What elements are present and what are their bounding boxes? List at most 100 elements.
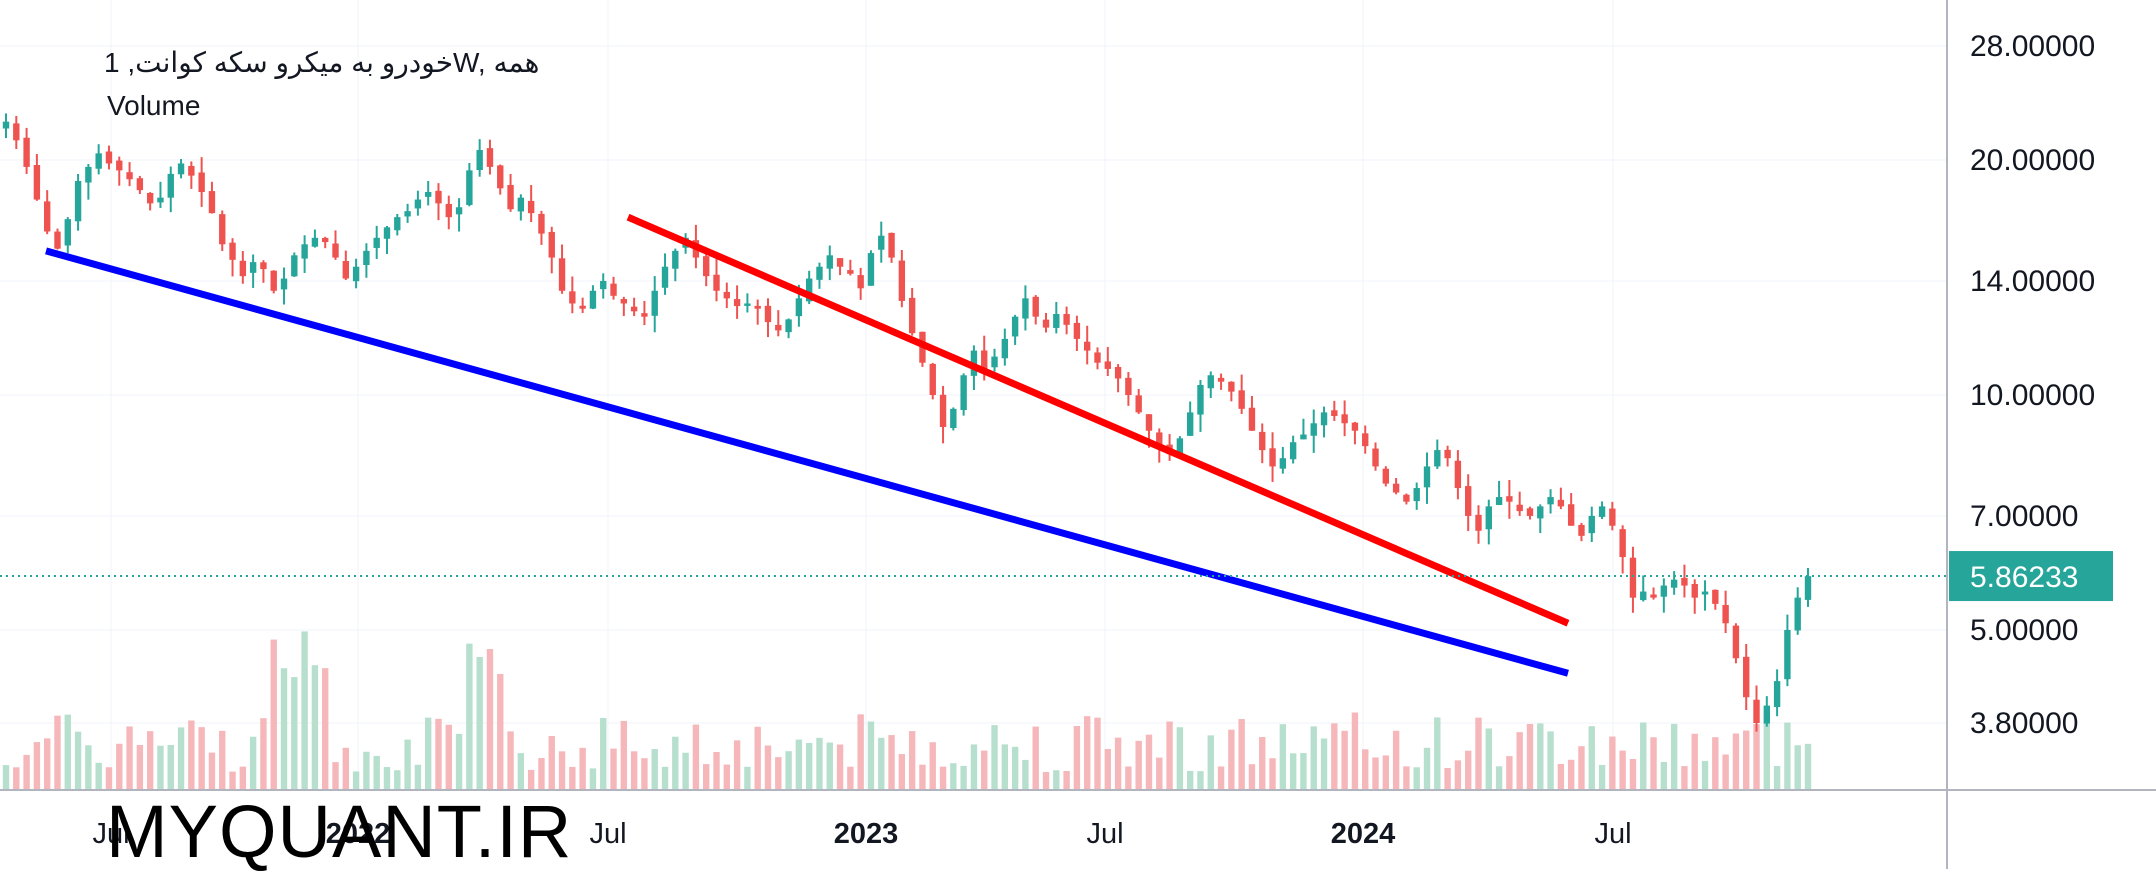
candle-body xyxy=(291,255,298,277)
candle-body xyxy=(733,299,741,307)
volume-bar xyxy=(54,715,61,790)
candle-body xyxy=(2,121,10,129)
volume-bar xyxy=(23,754,30,790)
volume-bar xyxy=(1732,733,1740,790)
candle-body xyxy=(1392,483,1400,493)
candle-body xyxy=(1701,591,1709,595)
candle-body xyxy=(1660,585,1668,597)
candle-body xyxy=(1557,499,1565,507)
volume-bar xyxy=(1351,712,1359,790)
candle-body xyxy=(579,305,586,309)
volume-bar xyxy=(682,752,689,790)
volume-bar xyxy=(404,739,411,790)
price-tick-label: 14.00000 xyxy=(1970,265,2095,298)
candle-body xyxy=(558,258,566,291)
candle-body xyxy=(64,219,71,246)
candle-body xyxy=(363,250,370,266)
candle-body xyxy=(527,200,535,214)
volume-bar xyxy=(1609,736,1616,790)
candle-body xyxy=(167,173,174,198)
candle-body xyxy=(538,213,545,234)
candle-body xyxy=(497,165,504,189)
volume-bar xyxy=(435,718,442,790)
candle-body xyxy=(229,242,236,260)
volume-bar xyxy=(1722,754,1729,790)
volume-bar xyxy=(146,731,154,790)
volume-bar xyxy=(888,735,895,790)
volume-bar xyxy=(270,639,277,790)
candle-body xyxy=(1063,314,1070,325)
volume-bar xyxy=(157,745,164,790)
candle-body xyxy=(352,266,360,282)
volume-bar xyxy=(527,769,535,790)
volume-bar xyxy=(1598,764,1606,790)
volume-bar xyxy=(1660,761,1668,790)
candle-body xyxy=(713,274,720,291)
candle-body xyxy=(146,192,154,204)
volume-bar xyxy=(1104,748,1111,790)
volume-bar xyxy=(322,668,329,790)
volume-bar xyxy=(579,747,586,790)
volume-bar xyxy=(1156,757,1163,790)
volume-bar xyxy=(291,677,298,790)
volume-bar xyxy=(507,731,514,790)
candle-body xyxy=(600,280,607,290)
support-trendline xyxy=(45,247,1569,677)
volume-bar xyxy=(1434,717,1441,790)
volume-bar xyxy=(836,744,844,790)
candle-body xyxy=(1351,422,1359,431)
volume-bar xyxy=(1804,743,1812,790)
candle-body xyxy=(414,199,422,209)
volume-bar xyxy=(476,656,483,790)
volume-bar xyxy=(1001,744,1009,790)
candle-body xyxy=(1331,410,1338,416)
volume-bar xyxy=(1403,766,1410,790)
candle-body xyxy=(672,250,679,269)
candle-body xyxy=(1516,504,1523,512)
candle-body xyxy=(1145,414,1153,431)
volume-bar xyxy=(455,733,463,790)
volume-bar xyxy=(878,737,885,790)
candle-body xyxy=(1650,594,1657,598)
volume-bar xyxy=(33,742,41,790)
volume-bar xyxy=(1259,737,1266,790)
candle-body xyxy=(1032,296,1039,317)
volume-bar xyxy=(1712,737,1719,790)
volume-bar xyxy=(1537,723,1544,790)
volume-bar xyxy=(733,740,741,790)
candle-body xyxy=(1279,458,1287,469)
candle-body xyxy=(1773,681,1781,708)
last-price-badge xyxy=(1949,551,2113,602)
volume-bar xyxy=(991,725,998,790)
volume-bar xyxy=(486,649,494,790)
volume-bar xyxy=(1506,756,1513,790)
candle-body xyxy=(486,148,494,167)
volume-bar xyxy=(1588,726,1595,790)
candle-body xyxy=(754,305,761,309)
candle-body xyxy=(1454,460,1462,489)
candle-body xyxy=(157,197,164,203)
volume-bar xyxy=(167,744,174,790)
candle-body xyxy=(383,227,391,239)
volume-bar xyxy=(764,745,772,790)
volume-bar xyxy=(620,720,628,790)
price-tick-label: 28.00000 xyxy=(1970,30,2095,63)
candle-body xyxy=(435,190,442,204)
candle-body xyxy=(1588,515,1595,534)
volume-bar xyxy=(95,762,102,790)
candle-body xyxy=(116,160,123,171)
candle-body xyxy=(1042,319,1050,328)
volume-bar xyxy=(105,767,113,790)
volume-bar xyxy=(260,718,267,790)
volume-bar xyxy=(703,764,710,790)
candle-body xyxy=(1784,629,1791,680)
volume-legend-label: Volume xyxy=(107,90,201,121)
price-tick-label: 20.00000 xyxy=(1970,144,2095,177)
volume-bar xyxy=(1547,731,1554,790)
volume-bar xyxy=(85,745,92,790)
candle-body xyxy=(1310,423,1317,436)
volume-bar xyxy=(1331,723,1338,790)
candle-body xyxy=(836,258,844,267)
